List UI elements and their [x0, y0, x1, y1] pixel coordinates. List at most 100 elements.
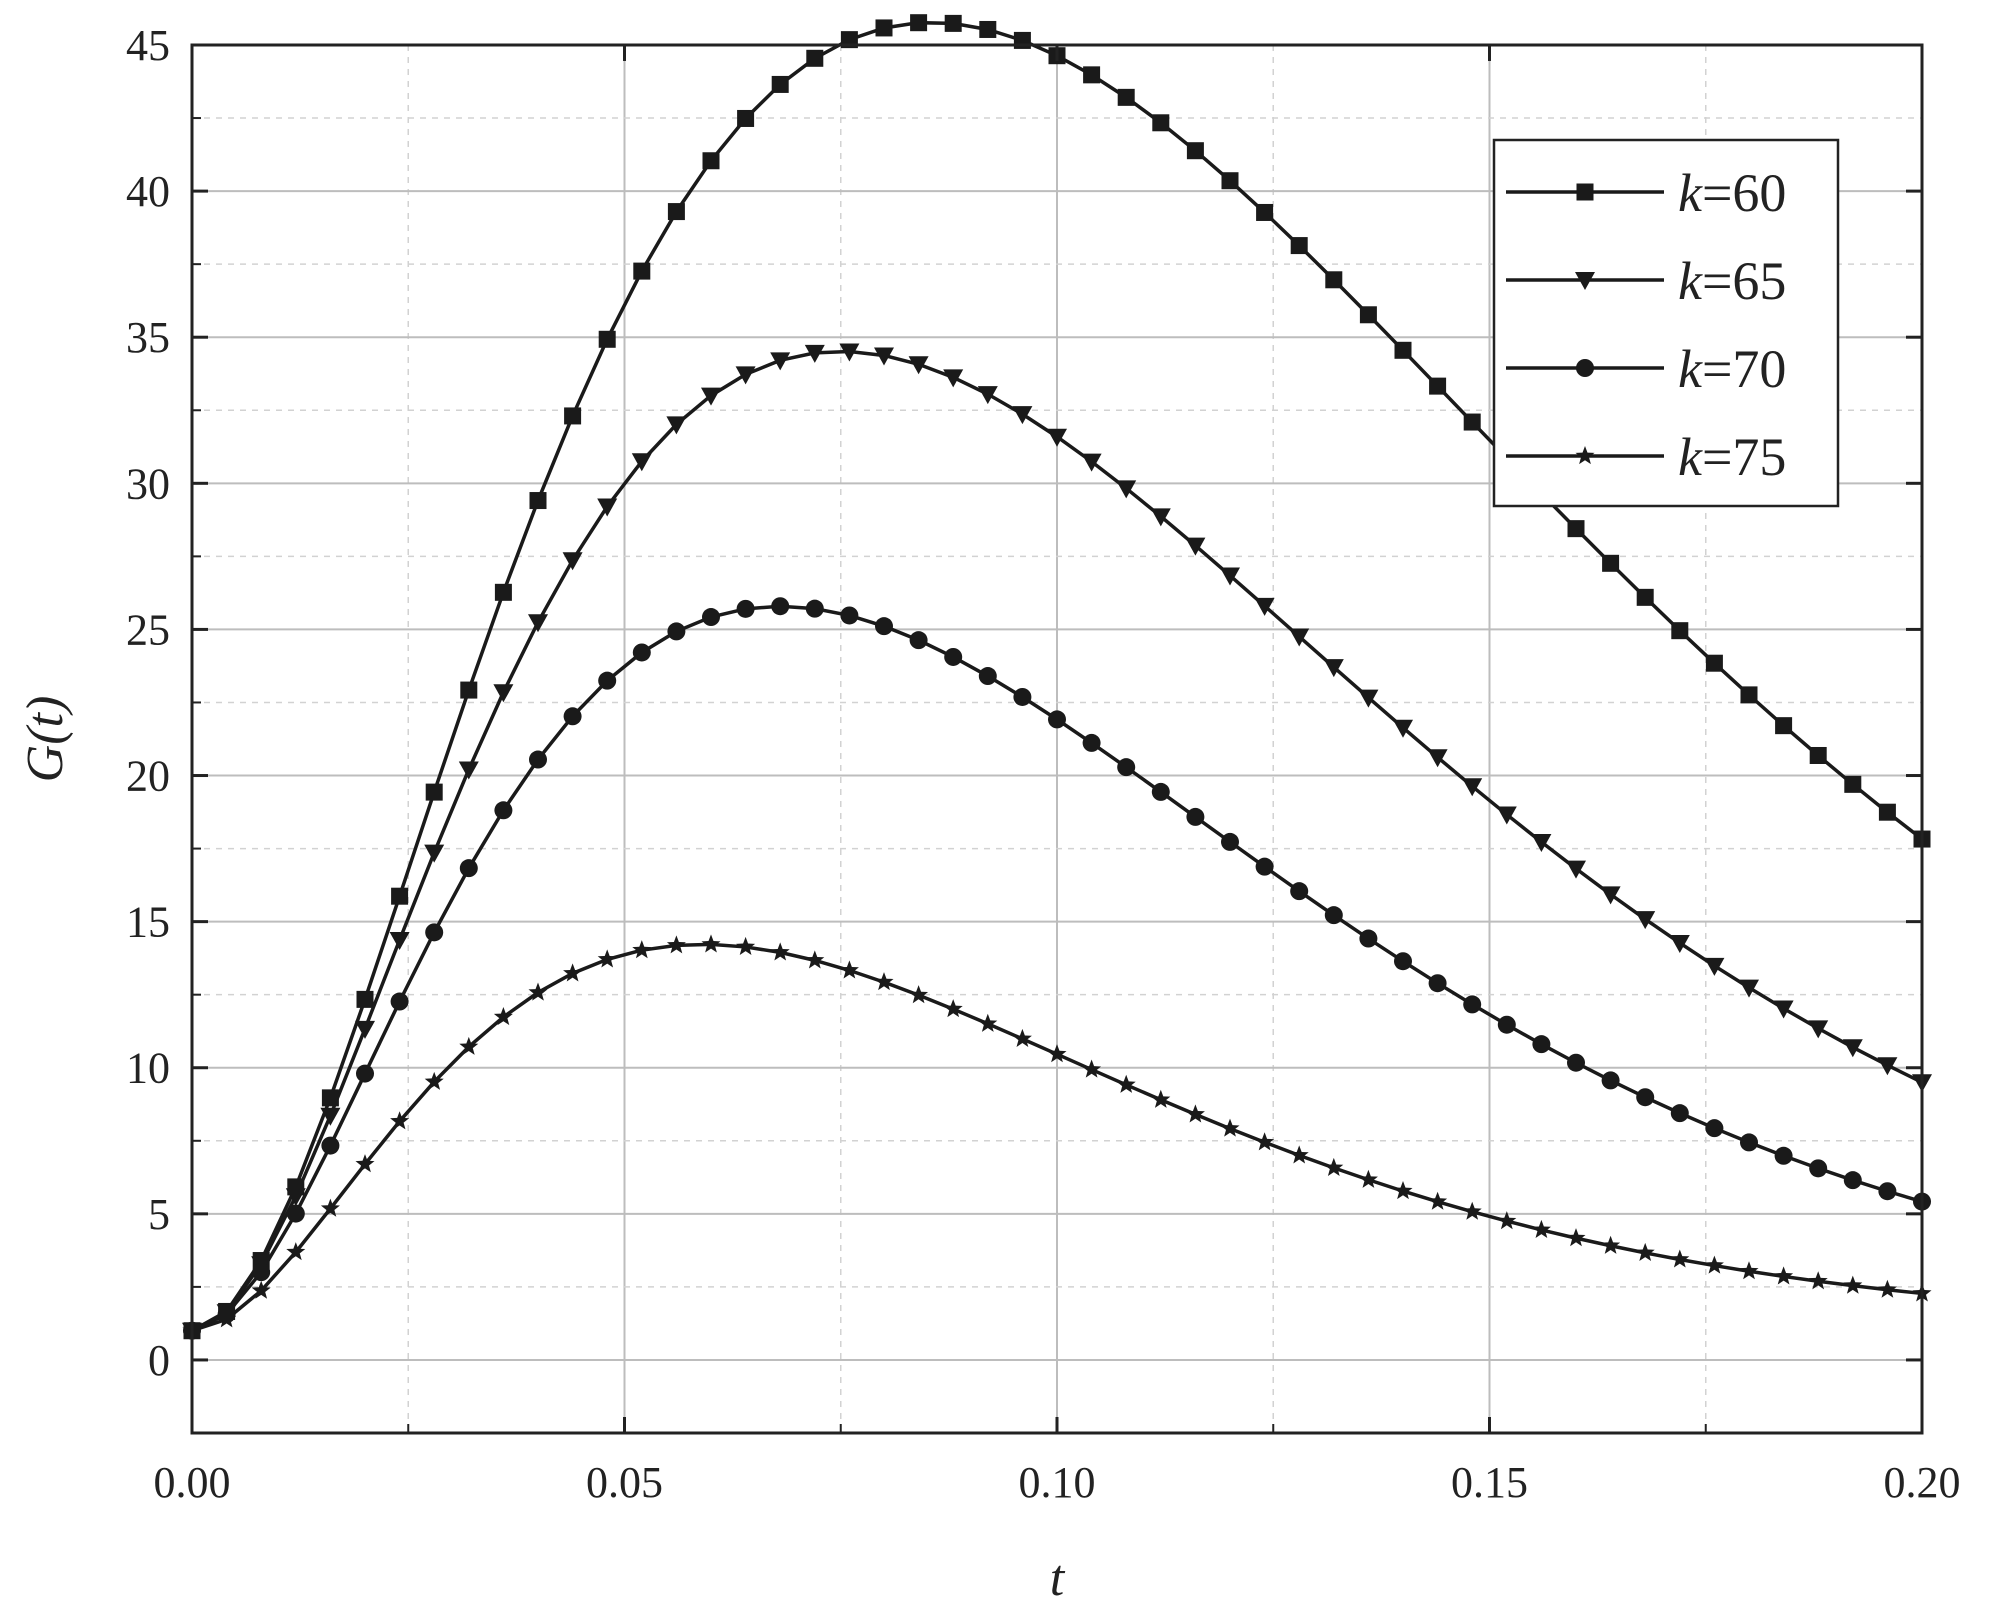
data-point [944, 647, 963, 666]
data-point [1325, 271, 1343, 289]
data-point [1324, 1157, 1344, 1176]
data-point [1012, 1028, 1032, 1047]
data-point [1600, 886, 1621, 905]
data-point [1843, 1275, 1863, 1294]
data-point [355, 1020, 375, 1039]
data-point [978, 667, 997, 686]
data-point [979, 20, 997, 38]
data-point [1497, 1211, 1517, 1230]
data-point [1117, 758, 1136, 777]
data-point [1427, 749, 1448, 768]
data-point [1843, 1171, 1862, 1190]
data-point [1704, 957, 1725, 976]
legend-label-value: =75 [1702, 427, 1786, 487]
data-point [1775, 717, 1793, 735]
data-point [355, 1154, 375, 1173]
legend-label: k=75 [1678, 427, 1786, 487]
data-point [1705, 1119, 1724, 1138]
data-point [1635, 1242, 1655, 1261]
axis-ticks [190, 43, 1924, 1433]
data-point [910, 14, 928, 32]
data-point [1220, 1118, 1240, 1137]
data-point [1462, 1201, 1482, 1220]
data-point [1221, 172, 1239, 190]
data-point [1566, 860, 1586, 879]
data-point [1704, 1255, 1724, 1274]
data-point [528, 614, 548, 633]
data-point [1774, 1146, 1793, 1165]
y-tick-label: 45 [126, 21, 170, 70]
y-axis-title: G(t) [17, 696, 74, 783]
y-tick-label: 35 [126, 313, 170, 362]
data-point [1393, 719, 1413, 738]
y-tick-label: 30 [126, 459, 170, 508]
data-point [840, 606, 859, 625]
legend-label: k=60 [1678, 163, 1786, 223]
data-point [493, 1007, 513, 1026]
series-markers-2 [182, 343, 1932, 1341]
data-point [356, 990, 374, 1008]
data-point [1635, 911, 1656, 930]
data-point [1463, 413, 1481, 431]
data-point [770, 942, 790, 961]
data-point [909, 631, 928, 650]
data-point [1290, 882, 1309, 901]
data-point [458, 761, 479, 780]
legend-label-var: k [1678, 251, 1703, 311]
y-tick-label: 15 [126, 898, 170, 947]
data-point [1047, 428, 1067, 447]
data-point [1185, 1104, 1205, 1123]
y-tick-label: 25 [126, 605, 170, 654]
data-point [1254, 597, 1275, 616]
legend-box [1492, 138, 1840, 508]
data-point [1150, 508, 1171, 527]
legend-marker [1575, 272, 1595, 290]
data-point [632, 940, 652, 959]
data-point [1012, 406, 1033, 425]
series-markers-4 [182, 934, 1932, 1339]
data-point [1221, 832, 1239, 851]
data-point [1082, 733, 1101, 752]
data-point [320, 1198, 340, 1217]
data-point [771, 597, 790, 616]
x-tick-label: 0.10 [1019, 1458, 1096, 1507]
data-point [251, 1280, 271, 1299]
data-point [1428, 1191, 1448, 1210]
legend-label: k=65 [1678, 251, 1786, 311]
data-point [1186, 807, 1205, 826]
data-point [874, 972, 894, 991]
data-point [1393, 1181, 1413, 1200]
data-point [563, 963, 583, 982]
data-point [978, 1013, 998, 1032]
y-tick-label: 5 [148, 1190, 170, 1239]
data-point [1290, 237, 1308, 255]
data-point [1255, 1132, 1275, 1151]
data-point [631, 453, 652, 472]
data-point [1082, 1059, 1102, 1078]
data-point [1670, 1104, 1689, 1123]
data-point [1842, 1039, 1863, 1058]
y-tick-label: 40 [126, 167, 170, 216]
data-point [425, 783, 443, 801]
legend-marker [1575, 446, 1595, 465]
data-point [735, 366, 756, 385]
data-point [252, 1263, 271, 1282]
data-point [1844, 775, 1862, 793]
data-point [1116, 1074, 1136, 1093]
data-point [321, 1089, 339, 1107]
data-point [1669, 934, 1690, 953]
data-point [1739, 1261, 1759, 1280]
data-point [805, 950, 825, 969]
x-tick-label: 0.20 [1884, 1458, 1961, 1507]
data-point [1809, 1159, 1828, 1178]
legend-label: k=70 [1678, 339, 1786, 399]
data-point [839, 960, 859, 979]
data-point [529, 492, 547, 510]
data-point [563, 707, 582, 726]
data-point [562, 552, 583, 571]
data-point [632, 643, 651, 662]
data-point [424, 1071, 444, 1090]
data-point [320, 1107, 341, 1126]
data-point [598, 671, 617, 690]
data-point [943, 999, 963, 1018]
